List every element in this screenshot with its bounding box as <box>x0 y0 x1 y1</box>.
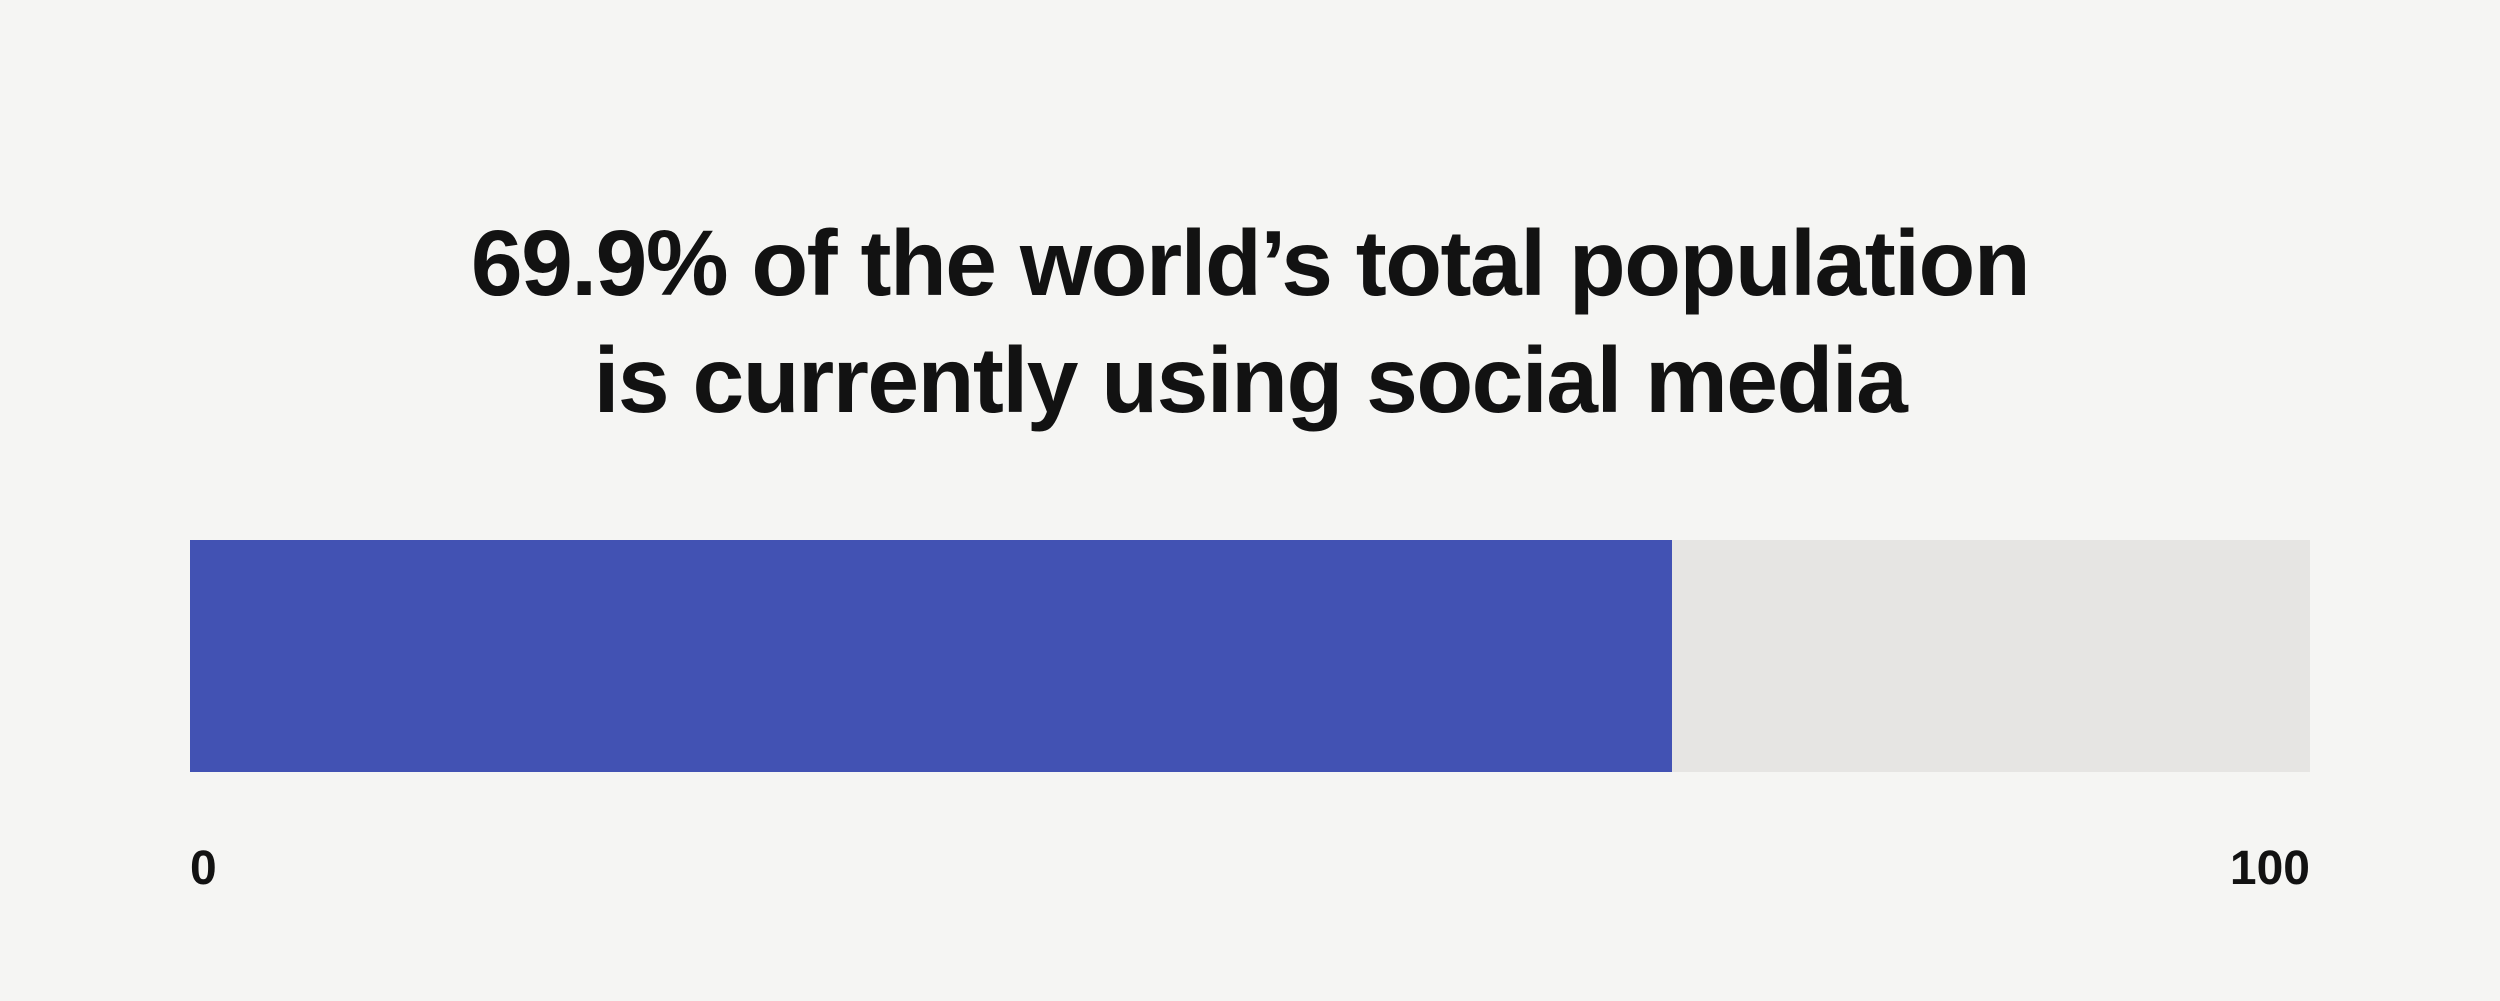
chart-title: 69.9% of the world’s total population is… <box>0 205 2500 439</box>
bar-track <box>190 540 2310 772</box>
axis-min-label: 0 <box>190 842 217 895</box>
chart-title-line-2: is currently using social media <box>593 328 1908 432</box>
bar-fill <box>190 540 1672 772</box>
axis-max-label: 100 <box>2229 842 2310 895</box>
chart-title-line-1: 69.9% of the world’s total population <box>470 211 2031 315</box>
axis-labels: 0 100 <box>190 845 2310 893</box>
